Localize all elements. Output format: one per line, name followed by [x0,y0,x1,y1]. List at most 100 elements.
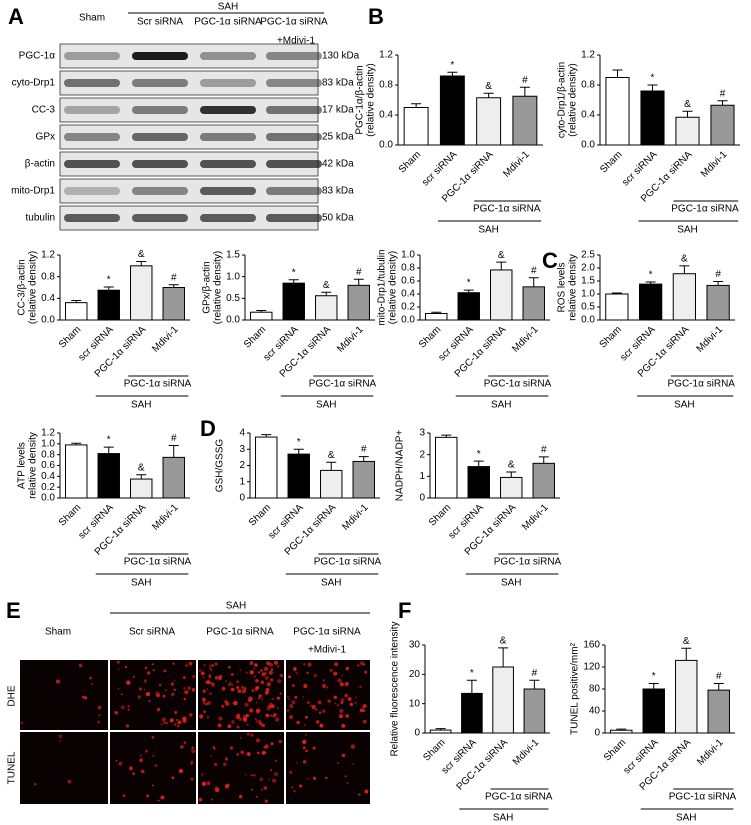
cell-signal [115,759,118,762]
bar [642,688,665,734]
cell-signal [271,697,274,700]
x-tick-label: Sham [598,324,624,350]
significance-marker: # [541,444,547,455]
micrograph [198,732,284,804]
error-bar [411,103,422,108]
cell-signal [243,687,247,691]
lane-header: PGC-1α siRNA [194,17,262,28]
y-tick-label: 10 [409,698,421,709]
micrograph [110,660,196,730]
blot-band [64,214,120,222]
micrograph [20,732,108,804]
cell-signal [154,763,158,768]
cell-signal [225,701,230,706]
cell-signal [212,746,216,749]
cell-signal [236,680,239,683]
cell-signal [83,696,88,700]
cell-signal [291,684,295,688]
bar [706,284,730,321]
y-tick-label: 0 [419,493,425,504]
cell-signal [306,671,309,675]
blot-band [132,52,188,60]
cell-signal [261,788,263,791]
x-tick-label: Sham [598,149,624,175]
cell-signal [249,661,254,665]
cell-signal [120,705,125,710]
cell-signal [211,664,215,667]
y-tick-label: 120 [583,662,600,673]
cell-signal [312,746,316,750]
cell-signal [137,695,141,699]
cell-signal [97,720,100,724]
blot-row-label: PGC-1α [19,51,56,62]
cell-signal [221,704,224,707]
y-axis-label: PGC-1α/β-actin [355,65,366,134]
blot-band [64,187,120,195]
error-bar [529,679,540,689]
y-tick-label: 1.2 [41,428,55,439]
y-tick-label: 2 [419,449,425,460]
y-tick-label: 0.4 [401,289,415,300]
cell-signal [125,724,130,728]
error-bar [647,84,658,91]
y-tick-label: 40 [589,706,601,717]
cell-signal [263,786,268,790]
cell-signal [178,768,183,774]
cell-signal [231,720,235,724]
cell-signal [214,662,218,666]
significance-marker: * [652,671,656,682]
significance-marker: * [470,668,474,679]
bar [610,729,633,734]
y-axis-label: mito-Drp1/tubulin [377,249,388,325]
blot-row-label: GPx [36,132,55,143]
cell-signal [127,708,130,711]
cell-signal [250,698,254,701]
cell-signal [329,668,333,672]
bracket-label: PGC-1α siRNA [485,792,553,803]
panel-label: E [6,598,21,623]
blot-band [200,160,256,168]
bracket-label: PGC-1α siRNA [668,379,736,390]
error-bar [611,292,622,294]
cell-signal [264,744,269,749]
cell-signal [272,778,277,783]
cell-signal [124,665,128,669]
cell-signal [364,670,368,674]
y-axis-label: (relative density) [568,63,579,136]
bracket-label: PGC-1α siRNA [671,204,739,215]
bar [457,292,480,321]
bar [282,282,305,321]
lane-header: Sham [45,627,71,638]
error-bar [441,434,452,438]
cell-signal [289,703,294,709]
error-bar [435,728,446,731]
cell-signal [132,675,135,678]
cell-signal [253,667,256,670]
x-tick-label: Mdivi-1 [150,324,181,355]
cell-signal [307,662,312,667]
cell-signal [313,673,317,678]
cell-signal [294,696,298,699]
cell-signal [151,663,154,666]
blot-size-label: 83 kDa [322,186,354,197]
y-axis-label: cyto-Drp1/β-actin [557,62,568,138]
cell-signal [91,682,94,685]
y-tick-label: 1.0 [41,438,55,449]
significance-marker: & [138,249,145,260]
bar [315,295,338,321]
blot-band [266,133,322,141]
cell-signal [67,779,72,784]
cell-signal [264,690,269,695]
cell-signal [288,715,293,720]
y-axis-label: (relative density) [366,63,377,136]
bar [476,97,502,146]
cell-signal [364,789,369,794]
cell-signal [339,682,344,687]
lane-header: +Mdivi-1 [308,645,347,656]
cell-signal [89,676,92,680]
bar [65,302,88,321]
bar [461,692,483,734]
y-tick-label: 1.2 [379,50,393,61]
cell-signal [146,671,151,675]
cell-signal [360,661,365,666]
